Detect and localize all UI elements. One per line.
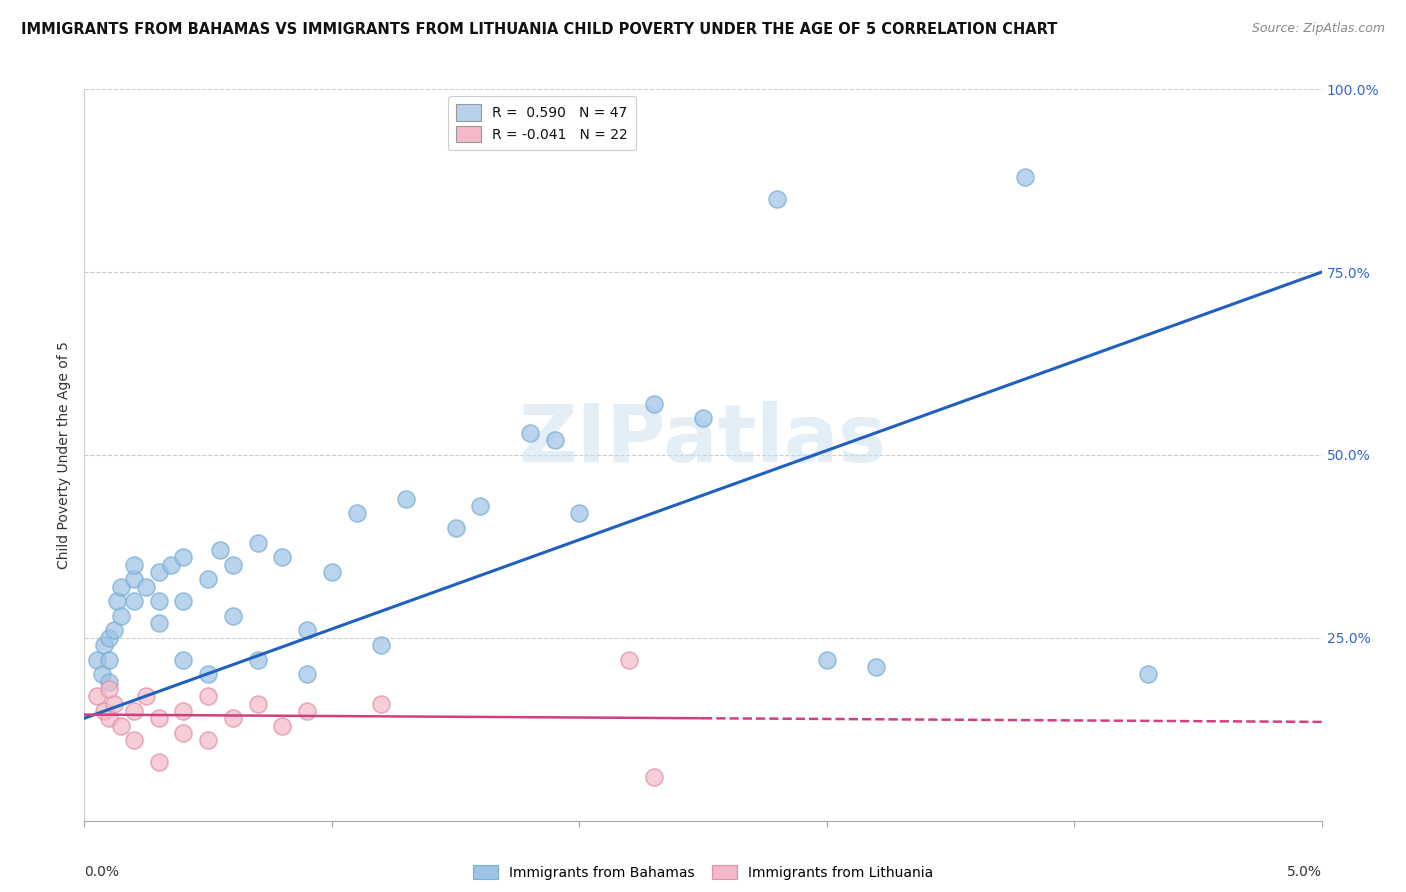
- Point: [86, 653, 108, 667]
- Point: [86, 690, 108, 704]
- Point: [295, 667, 318, 681]
- Point: [90, 667, 112, 681]
- Point: [519, 425, 541, 440]
- Point: [692, 411, 714, 425]
- Point: [246, 697, 269, 711]
- Point: [98, 653, 121, 667]
- Point: [295, 624, 318, 638]
- Point: [222, 558, 245, 572]
- Point: [172, 594, 194, 608]
- Point: [172, 653, 194, 667]
- Text: Source: ZipAtlas.com: Source: ZipAtlas.com: [1251, 22, 1385, 36]
- Point: [197, 733, 219, 747]
- Point: [222, 608, 245, 623]
- Legend: Immigrants from Bahamas, Immigrants from Lithuania: Immigrants from Bahamas, Immigrants from…: [468, 859, 938, 885]
- Point: [271, 550, 294, 565]
- Point: [122, 572, 145, 586]
- Text: 5.0%: 5.0%: [1286, 864, 1322, 879]
- Point: [1137, 667, 1160, 681]
- Point: [543, 434, 565, 448]
- Point: [209, 543, 232, 558]
- Point: [197, 667, 219, 681]
- Point: [295, 704, 318, 718]
- Point: [370, 697, 392, 711]
- Point: [321, 565, 343, 579]
- Point: [815, 653, 838, 667]
- Point: [122, 594, 145, 608]
- Point: [98, 711, 121, 725]
- Text: ZIPatlas: ZIPatlas: [519, 401, 887, 479]
- Point: [93, 704, 115, 718]
- Point: [865, 660, 887, 674]
- Point: [98, 681, 121, 696]
- Point: [370, 638, 392, 652]
- Point: [103, 624, 125, 638]
- Point: [197, 690, 219, 704]
- Point: [148, 594, 170, 608]
- Point: [105, 594, 128, 608]
- Point: [246, 535, 269, 549]
- Point: [148, 711, 170, 725]
- Point: [766, 192, 789, 206]
- Point: [160, 558, 183, 572]
- Point: [122, 704, 145, 718]
- Point: [222, 711, 245, 725]
- Point: [148, 616, 170, 631]
- Point: [444, 521, 467, 535]
- Point: [172, 550, 194, 565]
- Point: [93, 638, 115, 652]
- Point: [148, 565, 170, 579]
- Point: [172, 704, 194, 718]
- Point: [98, 674, 121, 689]
- Text: 0.0%: 0.0%: [84, 864, 120, 879]
- Point: [617, 653, 640, 667]
- Point: [122, 558, 145, 572]
- Point: [122, 733, 145, 747]
- Point: [197, 572, 219, 586]
- Point: [643, 397, 665, 411]
- Y-axis label: Child Poverty Under the Age of 5: Child Poverty Under the Age of 5: [58, 341, 72, 569]
- Point: [110, 718, 132, 732]
- Point: [1014, 169, 1036, 184]
- Point: [172, 726, 194, 740]
- Point: [643, 770, 665, 784]
- Point: [135, 580, 157, 594]
- Point: [148, 755, 170, 769]
- Point: [568, 507, 591, 521]
- Point: [98, 631, 121, 645]
- Point: [271, 718, 294, 732]
- Point: [110, 608, 132, 623]
- Point: [395, 491, 418, 506]
- Point: [110, 580, 132, 594]
- Point: [135, 690, 157, 704]
- Point: [103, 697, 125, 711]
- Point: [246, 653, 269, 667]
- Text: IMMIGRANTS FROM BAHAMAS VS IMMIGRANTS FROM LITHUANIA CHILD POVERTY UNDER THE AGE: IMMIGRANTS FROM BAHAMAS VS IMMIGRANTS FR…: [21, 22, 1057, 37]
- Legend: R =  0.590   N = 47, R = -0.041   N = 22: R = 0.590 N = 47, R = -0.041 N = 22: [449, 96, 637, 151]
- Point: [346, 507, 368, 521]
- Point: [470, 499, 492, 513]
